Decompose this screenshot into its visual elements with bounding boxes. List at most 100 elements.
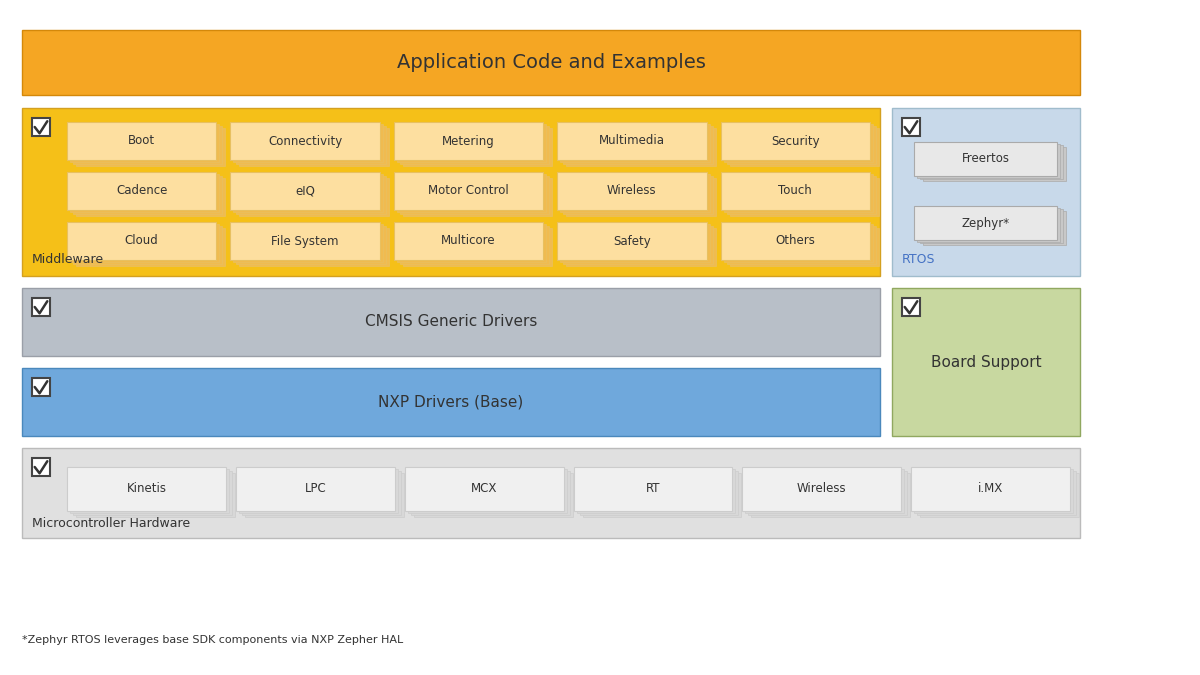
Bar: [902, 118, 920, 136]
Text: Metering: Metering: [442, 134, 494, 148]
Bar: [73, 226, 222, 264]
Text: Board Support: Board Support: [931, 354, 1042, 369]
Text: MCX: MCX: [470, 483, 497, 495]
Text: Multicore: Multicore: [442, 234, 496, 248]
Bar: [236, 176, 386, 214]
Text: NXP Drivers (Base): NXP Drivers (Base): [378, 394, 523, 410]
Bar: [557, 222, 707, 260]
Bar: [720, 222, 870, 260]
Bar: [892, 288, 1080, 436]
Bar: [394, 172, 544, 210]
Bar: [233, 174, 383, 212]
Text: RT: RT: [646, 483, 660, 495]
Text: RTOS: RTOS: [902, 253, 936, 266]
Bar: [917, 144, 1060, 178]
Bar: [557, 172, 707, 210]
Bar: [233, 124, 383, 162]
Bar: [70, 469, 229, 513]
Bar: [751, 473, 910, 517]
Text: Safety: Safety: [613, 234, 650, 248]
Bar: [397, 174, 546, 212]
Bar: [73, 471, 232, 515]
Bar: [414, 473, 572, 517]
Bar: [70, 224, 220, 262]
Text: Others: Others: [775, 234, 815, 248]
Bar: [230, 222, 379, 260]
Bar: [892, 108, 1080, 276]
Bar: [22, 448, 1080, 538]
Bar: [920, 145, 1063, 179]
Text: Microcontroller Hardware: Microcontroller Hardware: [32, 517, 190, 530]
Bar: [923, 211, 1066, 244]
Bar: [730, 128, 878, 166]
Bar: [403, 178, 552, 216]
Bar: [917, 471, 1076, 515]
Bar: [727, 126, 876, 164]
Text: Freertos: Freertos: [961, 153, 1009, 165]
Bar: [397, 224, 546, 262]
Bar: [911, 467, 1070, 511]
Bar: [76, 473, 235, 517]
Bar: [70, 174, 220, 212]
Bar: [408, 469, 566, 513]
Bar: [32, 458, 50, 476]
Bar: [410, 471, 570, 515]
Bar: [720, 172, 870, 210]
Bar: [403, 228, 552, 266]
Bar: [902, 298, 920, 316]
Bar: [720, 122, 870, 160]
Bar: [22, 288, 880, 356]
Bar: [22, 30, 1080, 95]
Bar: [724, 174, 874, 212]
Bar: [236, 226, 386, 264]
Bar: [400, 126, 550, 164]
Bar: [724, 224, 874, 262]
Bar: [404, 467, 564, 511]
Bar: [73, 126, 222, 164]
Bar: [560, 224, 709, 262]
Bar: [230, 122, 379, 160]
Bar: [749, 471, 907, 515]
Text: Touch: Touch: [779, 184, 812, 198]
Bar: [557, 122, 707, 160]
Bar: [730, 178, 878, 216]
Bar: [240, 128, 389, 166]
Bar: [560, 174, 709, 212]
Text: Security: Security: [770, 134, 820, 148]
Bar: [914, 469, 1073, 513]
Bar: [67, 222, 216, 260]
Text: Wireless: Wireless: [607, 184, 656, 198]
Text: Connectivity: Connectivity: [268, 134, 342, 148]
Bar: [394, 222, 544, 260]
Bar: [67, 122, 216, 160]
Bar: [242, 471, 401, 515]
Text: *Zephyr RTOS leverages base SDK components via NXP Zepher HAL: *Zephyr RTOS leverages base SDK componen…: [22, 635, 403, 645]
Bar: [403, 128, 552, 166]
Text: Cloud: Cloud: [125, 234, 158, 248]
Bar: [22, 108, 880, 276]
Text: Motor Control: Motor Control: [428, 184, 509, 198]
Bar: [560, 124, 709, 162]
Bar: [914, 206, 1057, 240]
Bar: [563, 176, 713, 214]
Bar: [563, 226, 713, 264]
Bar: [582, 473, 742, 517]
Bar: [576, 469, 736, 513]
Bar: [32, 118, 50, 136]
Bar: [400, 176, 550, 214]
Text: CMSIS Generic Drivers: CMSIS Generic Drivers: [365, 315, 538, 329]
Bar: [923, 146, 1066, 180]
Bar: [67, 172, 216, 210]
Bar: [563, 126, 713, 164]
Bar: [236, 126, 386, 164]
Text: Wireless: Wireless: [797, 483, 846, 495]
Bar: [32, 298, 50, 316]
Text: Application Code and Examples: Application Code and Examples: [396, 53, 706, 72]
Bar: [914, 142, 1057, 176]
Bar: [230, 172, 379, 210]
Bar: [743, 467, 901, 511]
Bar: [920, 473, 1079, 517]
Text: Kinetis: Kinetis: [126, 483, 167, 495]
Bar: [727, 226, 876, 264]
Bar: [394, 122, 544, 160]
